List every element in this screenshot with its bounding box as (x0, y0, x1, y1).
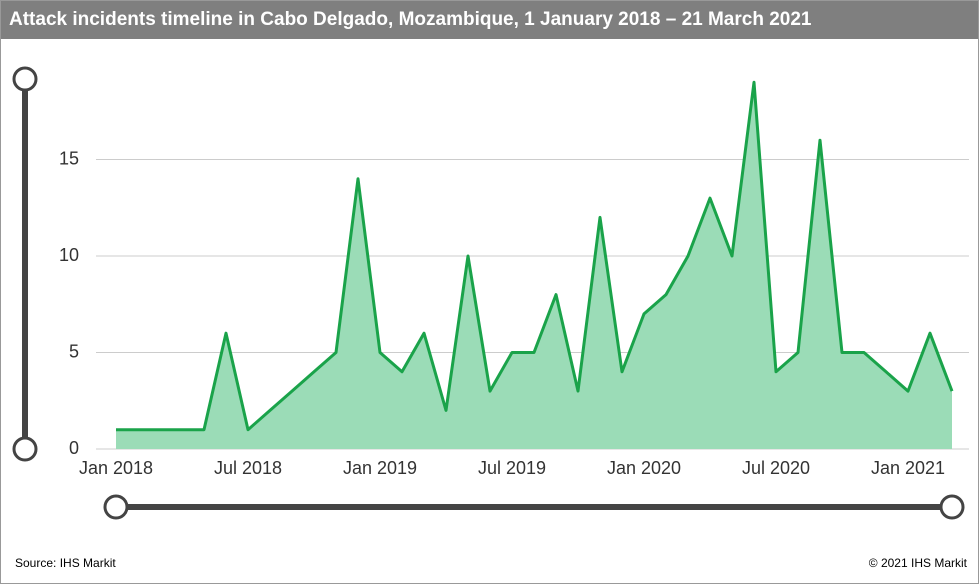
source: Source: IHS Markit (15, 556, 116, 570)
x-tick-label: Jul 2018 (214, 458, 282, 478)
copyright: © 2021 IHS Markit (869, 556, 968, 570)
y-range-handle[interactable] (12, 436, 38, 462)
chart-title: Attack incidents timeline in Cabo Delgad… (1, 1, 978, 39)
y-tick-label: 10 (59, 245, 79, 265)
x-range-handle[interactable] (103, 494, 129, 520)
y-range-handle[interactable] (12, 66, 38, 92)
y-tick-label: 15 (59, 148, 79, 168)
area (116, 82, 952, 450)
x-tick-label: Jan 2018 (79, 458, 153, 478)
y-tick-label: 5 (69, 341, 79, 361)
x-tick-label: Jul 2019 (478, 458, 546, 478)
y-tick-label: 0 (69, 438, 79, 458)
x-tick-label: Jul 2020 (742, 458, 810, 478)
x-tick-label: Jan 2021 (871, 458, 945, 478)
x-tick-label: Jan 2020 (607, 458, 681, 478)
x-range-handle[interactable] (939, 494, 965, 520)
line (116, 80, 954, 432)
x-tick-label: Jan 2019 (343, 458, 417, 478)
